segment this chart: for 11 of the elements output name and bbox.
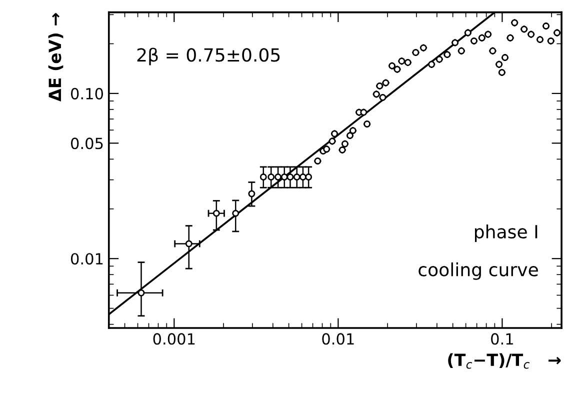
y-tick-label: 0.05: [71, 138, 103, 150]
x-tick-label: 0.001: [153, 333, 195, 345]
y-tick-label: 0.10: [71, 88, 103, 100]
x-tick-label: 0.1: [491, 333, 513, 345]
x-tick-label: 0.01: [322, 333, 354, 345]
y-axis-title: ΔE (eV) →: [48, 13, 64, 102]
y-tick-label: 0.01: [71, 253, 103, 265]
text: (T$_{c}$−T)/T$_{c}$ →: [448, 353, 561, 369]
annotation: phase I: [474, 224, 538, 242]
annotation: 2β = 0.75±0.05: [137, 48, 280, 66]
annotation: cooling curve: [418, 262, 538, 280]
